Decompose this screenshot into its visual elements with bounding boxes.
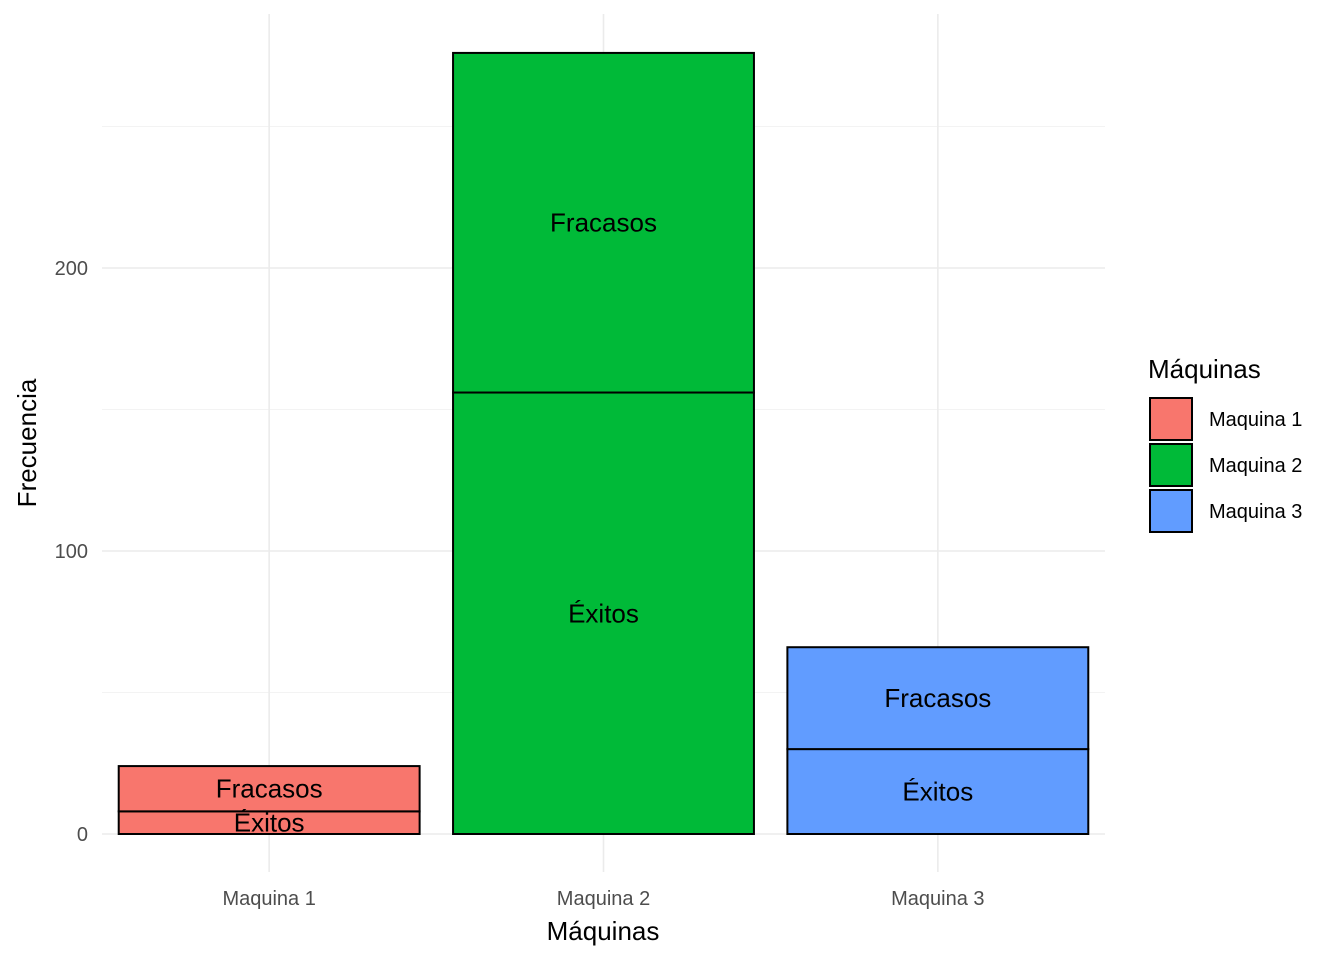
legend-key — [1149, 397, 1193, 441]
bar-segment — [786, 646, 1090, 751]
y-axis-ticks: 0 100 200 — [55, 258, 88, 846]
bar-segment — [452, 51, 755, 394]
x-axis-ticks: Maquina 1 Maquina 2 Maquina 3 — [222, 888, 984, 910]
bars — [117, 51, 1090, 835]
x-tick-label: Maquina 3 — [891, 888, 984, 910]
y-tick-label: 0 — [77, 824, 88, 846]
legend-title: Máquinas — [1148, 354, 1261, 384]
legend: Máquinas Maquina 1 Maquina 2 Maquina 3 — [1148, 354, 1302, 533]
y-tick-label: 200 — [55, 258, 88, 280]
segment-label: Fracasos — [550, 208, 657, 238]
legend-label: Maquina 1 — [1209, 409, 1302, 431]
bar-segment — [117, 765, 421, 813]
legend-label: Maquina 3 — [1209, 501, 1302, 523]
legend-key — [1149, 489, 1193, 533]
y-axis-title: Frecuencia — [12, 378, 42, 507]
y-tick-label: 100 — [55, 541, 88, 563]
segment-label: Éxitos — [568, 598, 639, 628]
segment-labels: Éxitos Fracasos Éxitos Fracasos Éxitos Fracas… — [216, 208, 992, 838]
segment-label: Fracasos — [216, 774, 323, 804]
legend-key — [1149, 443, 1193, 487]
x-axis-title: Máquinas — [547, 916, 660, 946]
x-tick-label: Maquina 1 — [222, 888, 315, 910]
segment-label: Fracasos — [884, 683, 991, 713]
segment-label: Éxitos — [902, 777, 973, 807]
legend-label: Maquina 2 — [1209, 455, 1302, 477]
bar-segment — [452, 391, 755, 835]
x-tick-label: Maquina 2 — [557, 888, 650, 910]
segment-label: Éxitos — [234, 808, 305, 838]
